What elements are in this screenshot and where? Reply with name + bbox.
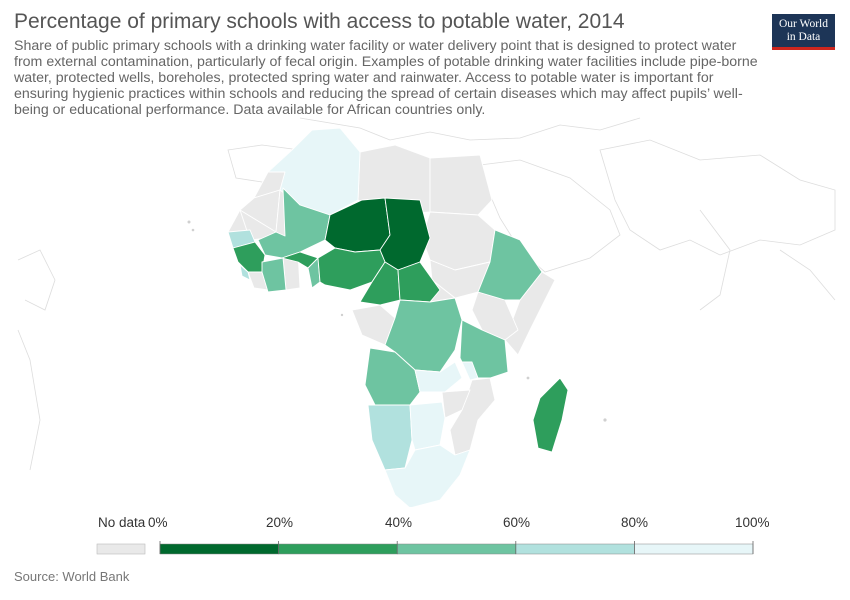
legend-bin-0 [159,543,279,555]
african-countries [227,127,569,507]
country-drc [384,297,463,373]
americas-outline-2 [17,329,41,471]
asia-outline-2 [699,209,731,311]
color-legend [96,541,754,555]
logo-line-2: in Data [786,31,821,43]
country-zambia [414,361,463,393]
country-madagascar [532,377,569,453]
country-mozambique [449,377,496,456]
owid-logo[interactable]: Our World in Data [772,14,835,50]
europe-coast [299,117,641,141]
legend-no-data-swatch [96,543,146,555]
chart-title: Percentage of primary schools with acces… [14,10,625,33]
country-angola [364,347,421,406]
choropleth-map[interactable] [0,112,850,507]
cape-verde-island-2 [191,228,195,232]
legend-bin-1 [278,543,398,555]
chart-subtitle: Share of public primary schools with a d… [14,38,758,118]
legend-bin-4 [634,543,754,555]
asia-outline-3 [779,249,836,301]
arabia-outline [479,159,621,273]
legend-tick-100: 100% [735,515,770,530]
legend-tick-0: 0% [148,515,168,530]
legend-no-data-label: No data [98,515,146,530]
country-cote-divoire [261,257,287,293]
legend-tick-40: 40% [385,515,413,530]
country-namibia [367,404,413,471]
country-guinea [232,241,266,273]
cape-verde-island [187,220,191,224]
legend-bin-3 [515,543,635,555]
country-malawi [461,361,479,381]
legend-bin-2 [396,543,517,555]
country-cameroon-east [397,261,441,303]
background-landmasses [17,117,836,471]
country-egypt [429,154,493,216]
country-sierra-leone [239,264,251,281]
mauritius-island [603,418,607,422]
legend-tick-60: 60% [503,515,531,530]
legend-bars [96,541,754,555]
sao-tome-island [340,313,344,317]
islands [187,220,607,422]
source-note: Source: World Bank [14,569,130,584]
legend-tick-20: 20% [266,515,294,530]
asia-outline-1 [599,139,836,256]
country-botswana [409,401,446,451]
country-zimbabwe [441,389,471,419]
country-ethiopia [477,229,543,301]
comoros-island [526,376,530,380]
country-south-africa [384,444,471,507]
americas-outline [17,249,56,311]
logo-line-1: Our World [778,18,828,30]
legend-tick-80: 80% [621,515,649,530]
